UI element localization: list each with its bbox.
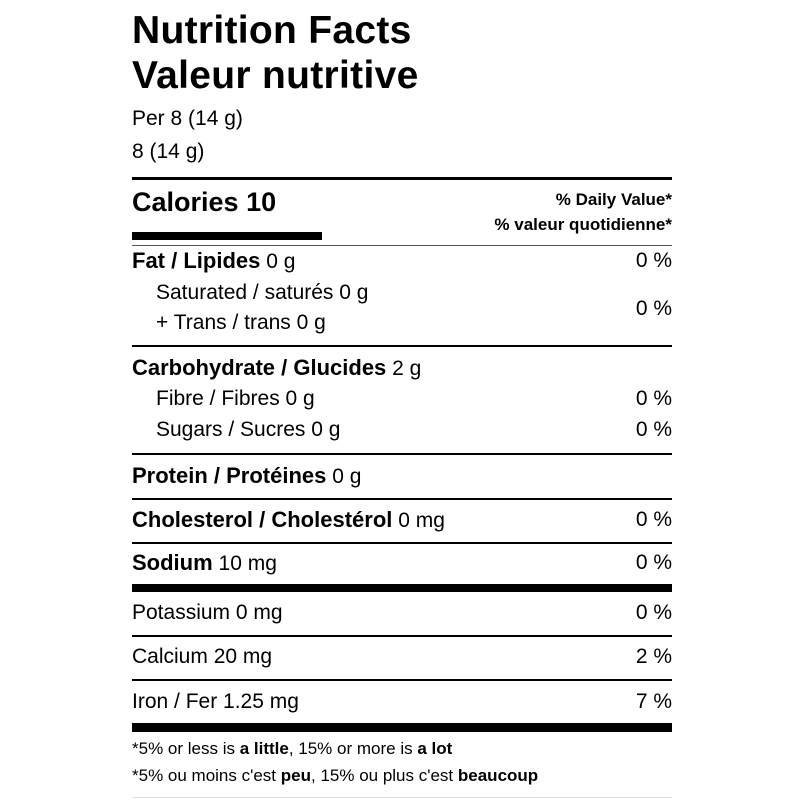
nutrient-dv: 0 %: [635, 297, 672, 320]
thick-divider: [132, 723, 672, 732]
nutrient-label: Iron / Fer: [132, 690, 218, 713]
footnote-bold: a little: [239, 739, 289, 758]
nutrient-amount: 0 g: [332, 465, 362, 488]
nutrient-row-iron: Iron / Fer 1.25 mg 7 %: [132, 689, 672, 715]
nutrient-label: Fibre / Fibres: [156, 387, 280, 410]
footnote-text: , 15% ou plus c'est: [311, 766, 458, 785]
nutrient-row-potassium: Potassium 0 mg 0 %: [132, 600, 672, 626]
nutrient-row-carbohydrate: Carbohydrate / Glucides 2 g: [132, 355, 672, 381]
bottom-border: [132, 797, 672, 798]
nutrient-label: Calcium: [132, 645, 208, 668]
divider: [132, 498, 672, 500]
nutrient-row-sodium: Sodium 10 mg 0 %: [132, 550, 672, 576]
divider: [132, 679, 672, 681]
nutrient-amount: 0 mg: [398, 509, 445, 532]
nutrient-row-cholesterol: Cholesterol / Cholestérol 0 mg 0 %: [132, 507, 672, 533]
nutrient-dv: 0 %: [635, 508, 672, 531]
saturated-trans-dv-row: 0 %: [156, 296, 672, 322]
nutrient-amount: 0 g: [296, 311, 326, 334]
nutrient-label: Cholesterol / Cholestérol: [132, 507, 393, 532]
nutrient-dv: 0 %: [635, 551, 672, 574]
nutrient-dv: 0 %: [635, 418, 672, 441]
calories-value: 10: [246, 187, 277, 217]
thick-divider: [132, 584, 672, 592]
footnote-bold: peu: [280, 766, 311, 785]
divider: [132, 635, 672, 637]
nutrient-dv: 0 %: [635, 601, 672, 624]
nutrient-row-sugars: Sugars / Sucres 0 g 0 %: [156, 417, 672, 443]
nutrient-label: Sugars / Sucres: [156, 418, 306, 441]
nutrient-amount: 1.25 mg: [223, 690, 299, 713]
calories-bar: [132, 232, 322, 240]
nutrient-label: Sodium: [132, 550, 213, 575]
nutrient-label: Protein / Protéines: [132, 463, 327, 488]
calories: Calories 10: [132, 186, 276, 218]
nutrient-row-saturated: Saturated / saturés 0 g: [156, 280, 672, 306]
nutrient-label: + Trans / trans: [156, 311, 291, 334]
footnote-bold: beaucoup: [457, 766, 539, 785]
nutrient-amount: 0 g: [311, 418, 341, 441]
footnote-bold: a lot: [417, 739, 453, 758]
title-fr: Valeur nutritive: [132, 54, 419, 97]
nutrient-amount: 0 g: [266, 250, 296, 273]
footnote-text: *5% ou moins c'est: [132, 766, 281, 785]
nutrient-label: Fat / Lipides: [132, 248, 261, 273]
nutrient-amount: 20 mg: [213, 645, 273, 668]
nutrient-row-trans: + Trans / trans 0 g: [156, 310, 672, 336]
divider: [132, 542, 672, 544]
daily-value-header: % Daily Value* % valeur quotidienne*: [494, 189, 672, 236]
nutrient-row-fat: Fat / Lipides 0 g 0 %: [132, 248, 672, 274]
nutrient-label: Potassium: [132, 601, 231, 624]
divider: [132, 177, 672, 180]
nutrient-row-protein: Protein / Protéines 0 g: [132, 463, 672, 489]
nutrient-dv: 7 %: [635, 690, 672, 713]
serving-size-en: Per 8 (14 g): [132, 107, 243, 130]
nutrient-label: Carbohydrate / Glucides: [132, 355, 387, 380]
nutrient-amount: 0 g: [339, 281, 369, 304]
footnote-text: *5% or less is: [132, 739, 240, 758]
footnote-fr: *5% ou moins c'est peu, 15% ou plus c'es…: [132, 766, 538, 786]
nutrient-row-calcium: Calcium 20 mg 2 %: [132, 644, 672, 670]
divider: [132, 453, 672, 455]
divider: [132, 345, 672, 347]
nutrient-amount: 0 mg: [235, 601, 283, 624]
footnote-text: , 15% or more is: [288, 739, 418, 758]
calories-label: Calories: [132, 187, 239, 217]
title-en: Nutrition Facts: [132, 9, 412, 52]
daily-value-en: % Daily Value*: [555, 190, 672, 209]
daily-value-fr: % valeur quotidienne*: [494, 215, 672, 234]
nutrient-dv: 2 %: [635, 645, 672, 668]
divider: [132, 245, 672, 246]
nutrient-amount: 0 g: [285, 387, 315, 410]
nutrient-amount: 2 g: [392, 357, 422, 380]
nutrient-dv: 0 %: [635, 249, 672, 272]
nutrient-amount: 10 mg: [218, 552, 277, 575]
nutrient-dv: 0 %: [635, 387, 672, 410]
serving-size-fr: 8 (14 g): [132, 140, 205, 163]
footnote-en: *5% or less is a little, 15% or more is …: [132, 739, 452, 759]
nutrient-row-fibre: Fibre / Fibres 0 g 0 %: [156, 386, 672, 412]
nutrient-label: Saturated / saturés: [156, 281, 334, 304]
